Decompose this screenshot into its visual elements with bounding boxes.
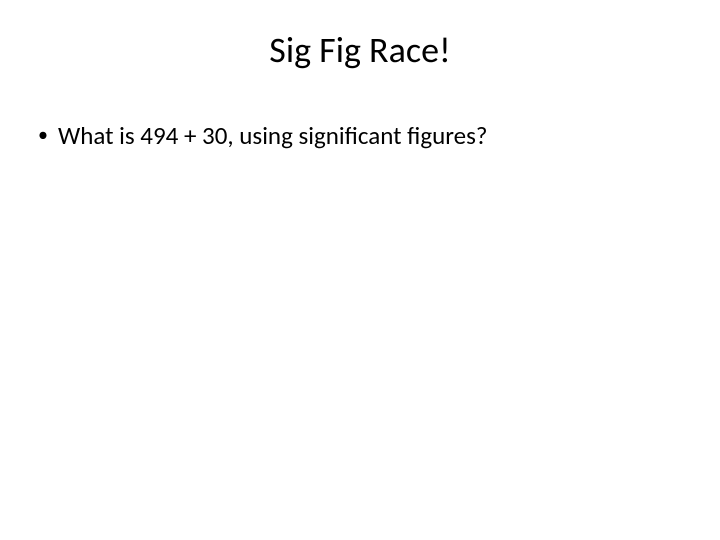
bullet-text: What is 494 + 30, using significant figu… <box>58 120 682 153</box>
content-area: • What is 494 + 30, using significant fi… <box>0 72 720 153</box>
bullet-marker-icon: • <box>38 120 48 150</box>
bullet-item: • What is 494 + 30, using significant fi… <box>38 120 682 153</box>
slide-title: Sig Fig Race! <box>0 0 720 72</box>
